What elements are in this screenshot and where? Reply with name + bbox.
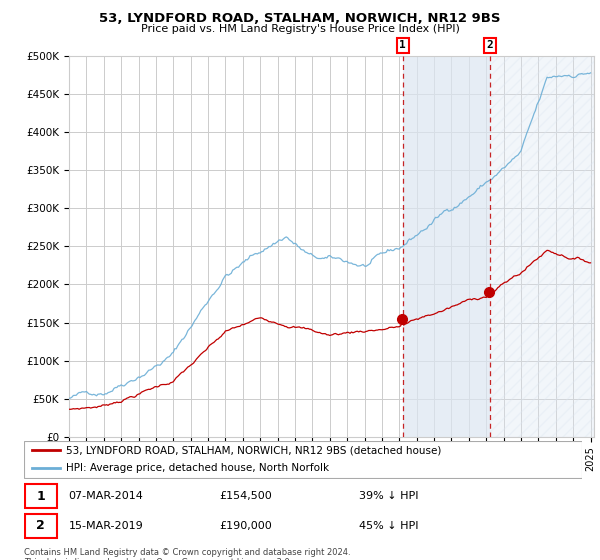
FancyBboxPatch shape [24, 441, 582, 478]
Bar [490, 56, 594, 437]
Text: HPI: Average price, detached house, North Norfolk: HPI: Average price, detached house, Nort… [66, 463, 329, 473]
Text: £154,500: £154,500 [220, 491, 272, 501]
Text: 2: 2 [37, 520, 45, 533]
Text: Contains HM Land Registry data © Crown copyright and database right 2024.
This d: Contains HM Land Registry data © Crown c… [24, 548, 350, 560]
Bar [403, 56, 490, 437]
FancyBboxPatch shape [25, 514, 57, 538]
Text: 45% ↓ HPI: 45% ↓ HPI [359, 521, 418, 531]
FancyBboxPatch shape [25, 484, 57, 508]
Text: 07-MAR-2014: 07-MAR-2014 [68, 491, 143, 501]
Text: 53, LYNDFORD ROAD, STALHAM, NORWICH, NR12 9BS (detached house): 53, LYNDFORD ROAD, STALHAM, NORWICH, NR1… [66, 445, 441, 455]
Text: 53, LYNDFORD ROAD, STALHAM, NORWICH, NR12 9BS: 53, LYNDFORD ROAD, STALHAM, NORWICH, NR1… [99, 12, 501, 25]
Text: 2: 2 [487, 40, 493, 50]
Text: 1: 1 [400, 40, 406, 50]
Text: 1: 1 [37, 490, 45, 503]
Text: £190,000: £190,000 [220, 521, 272, 531]
Text: 15-MAR-2019: 15-MAR-2019 [68, 521, 143, 531]
Text: Price paid vs. HM Land Registry's House Price Index (HPI): Price paid vs. HM Land Registry's House … [140, 24, 460, 34]
Text: 39% ↓ HPI: 39% ↓ HPI [359, 491, 418, 501]
